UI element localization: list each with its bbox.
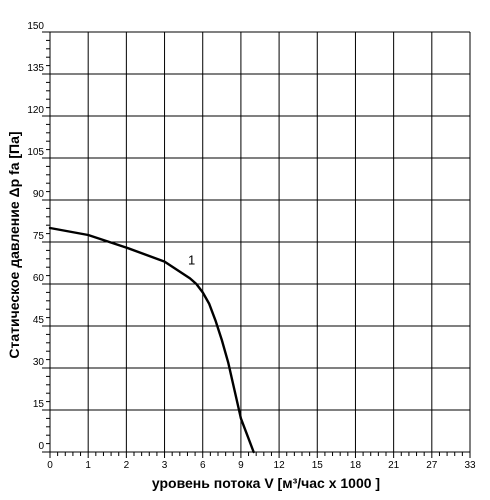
x-tick-label: 15 — [312, 460, 324, 471]
x-tick-label: 27 — [426, 460, 438, 471]
series: 1 — [48, 226, 255, 454]
x-tick-label: 18 — [350, 460, 362, 471]
y-tick-label: 120 — [27, 105, 44, 116]
x-tick-label: 33 — [464, 460, 476, 471]
x-tick-label: 6 — [200, 460, 206, 471]
y-tick-label: 150 — [27, 21, 44, 32]
y-tick-label: 135 — [27, 63, 44, 74]
x-tick-label: 3 — [162, 460, 168, 471]
y-tick-label: 105 — [27, 147, 44, 158]
minor-ticks — [42, 31, 471, 458]
y-tick-label: 15 — [33, 399, 45, 410]
x-tick-labels: 0 1 2 3 6 9 12 15 18 21 27 33 — [47, 460, 476, 471]
y-axis-label: Статическое давление Δp fa [Па] — [6, 131, 22, 358]
y-tick-label: 30 — [33, 357, 45, 368]
x-tick-label: 0 — [47, 460, 53, 471]
y-tick-label: 60 — [33, 273, 45, 284]
x-tick-label: 2 — [124, 460, 130, 471]
y-tick-label: 75 — [33, 231, 45, 242]
series-line — [48, 226, 255, 454]
y-tick-label: 0 — [38, 441, 44, 452]
x-tick-label: 12 — [274, 460, 286, 471]
x-axis-label: уровень потока V [м³/час x 1000 ] — [152, 475, 380, 491]
y-tick-label: 90 — [33, 189, 45, 200]
x-tick-label: 21 — [388, 460, 400, 471]
series-label: 1 — [188, 252, 195, 267]
y-tick-label: 45 — [33, 315, 45, 326]
y-tick-labels: 0 15 30 45 60 75 90 105 120 135 150 — [27, 21, 44, 452]
x-tick-label: 9 — [238, 460, 244, 471]
grid — [49, 31, 471, 453]
x-tick-label: 1 — [85, 460, 91, 471]
